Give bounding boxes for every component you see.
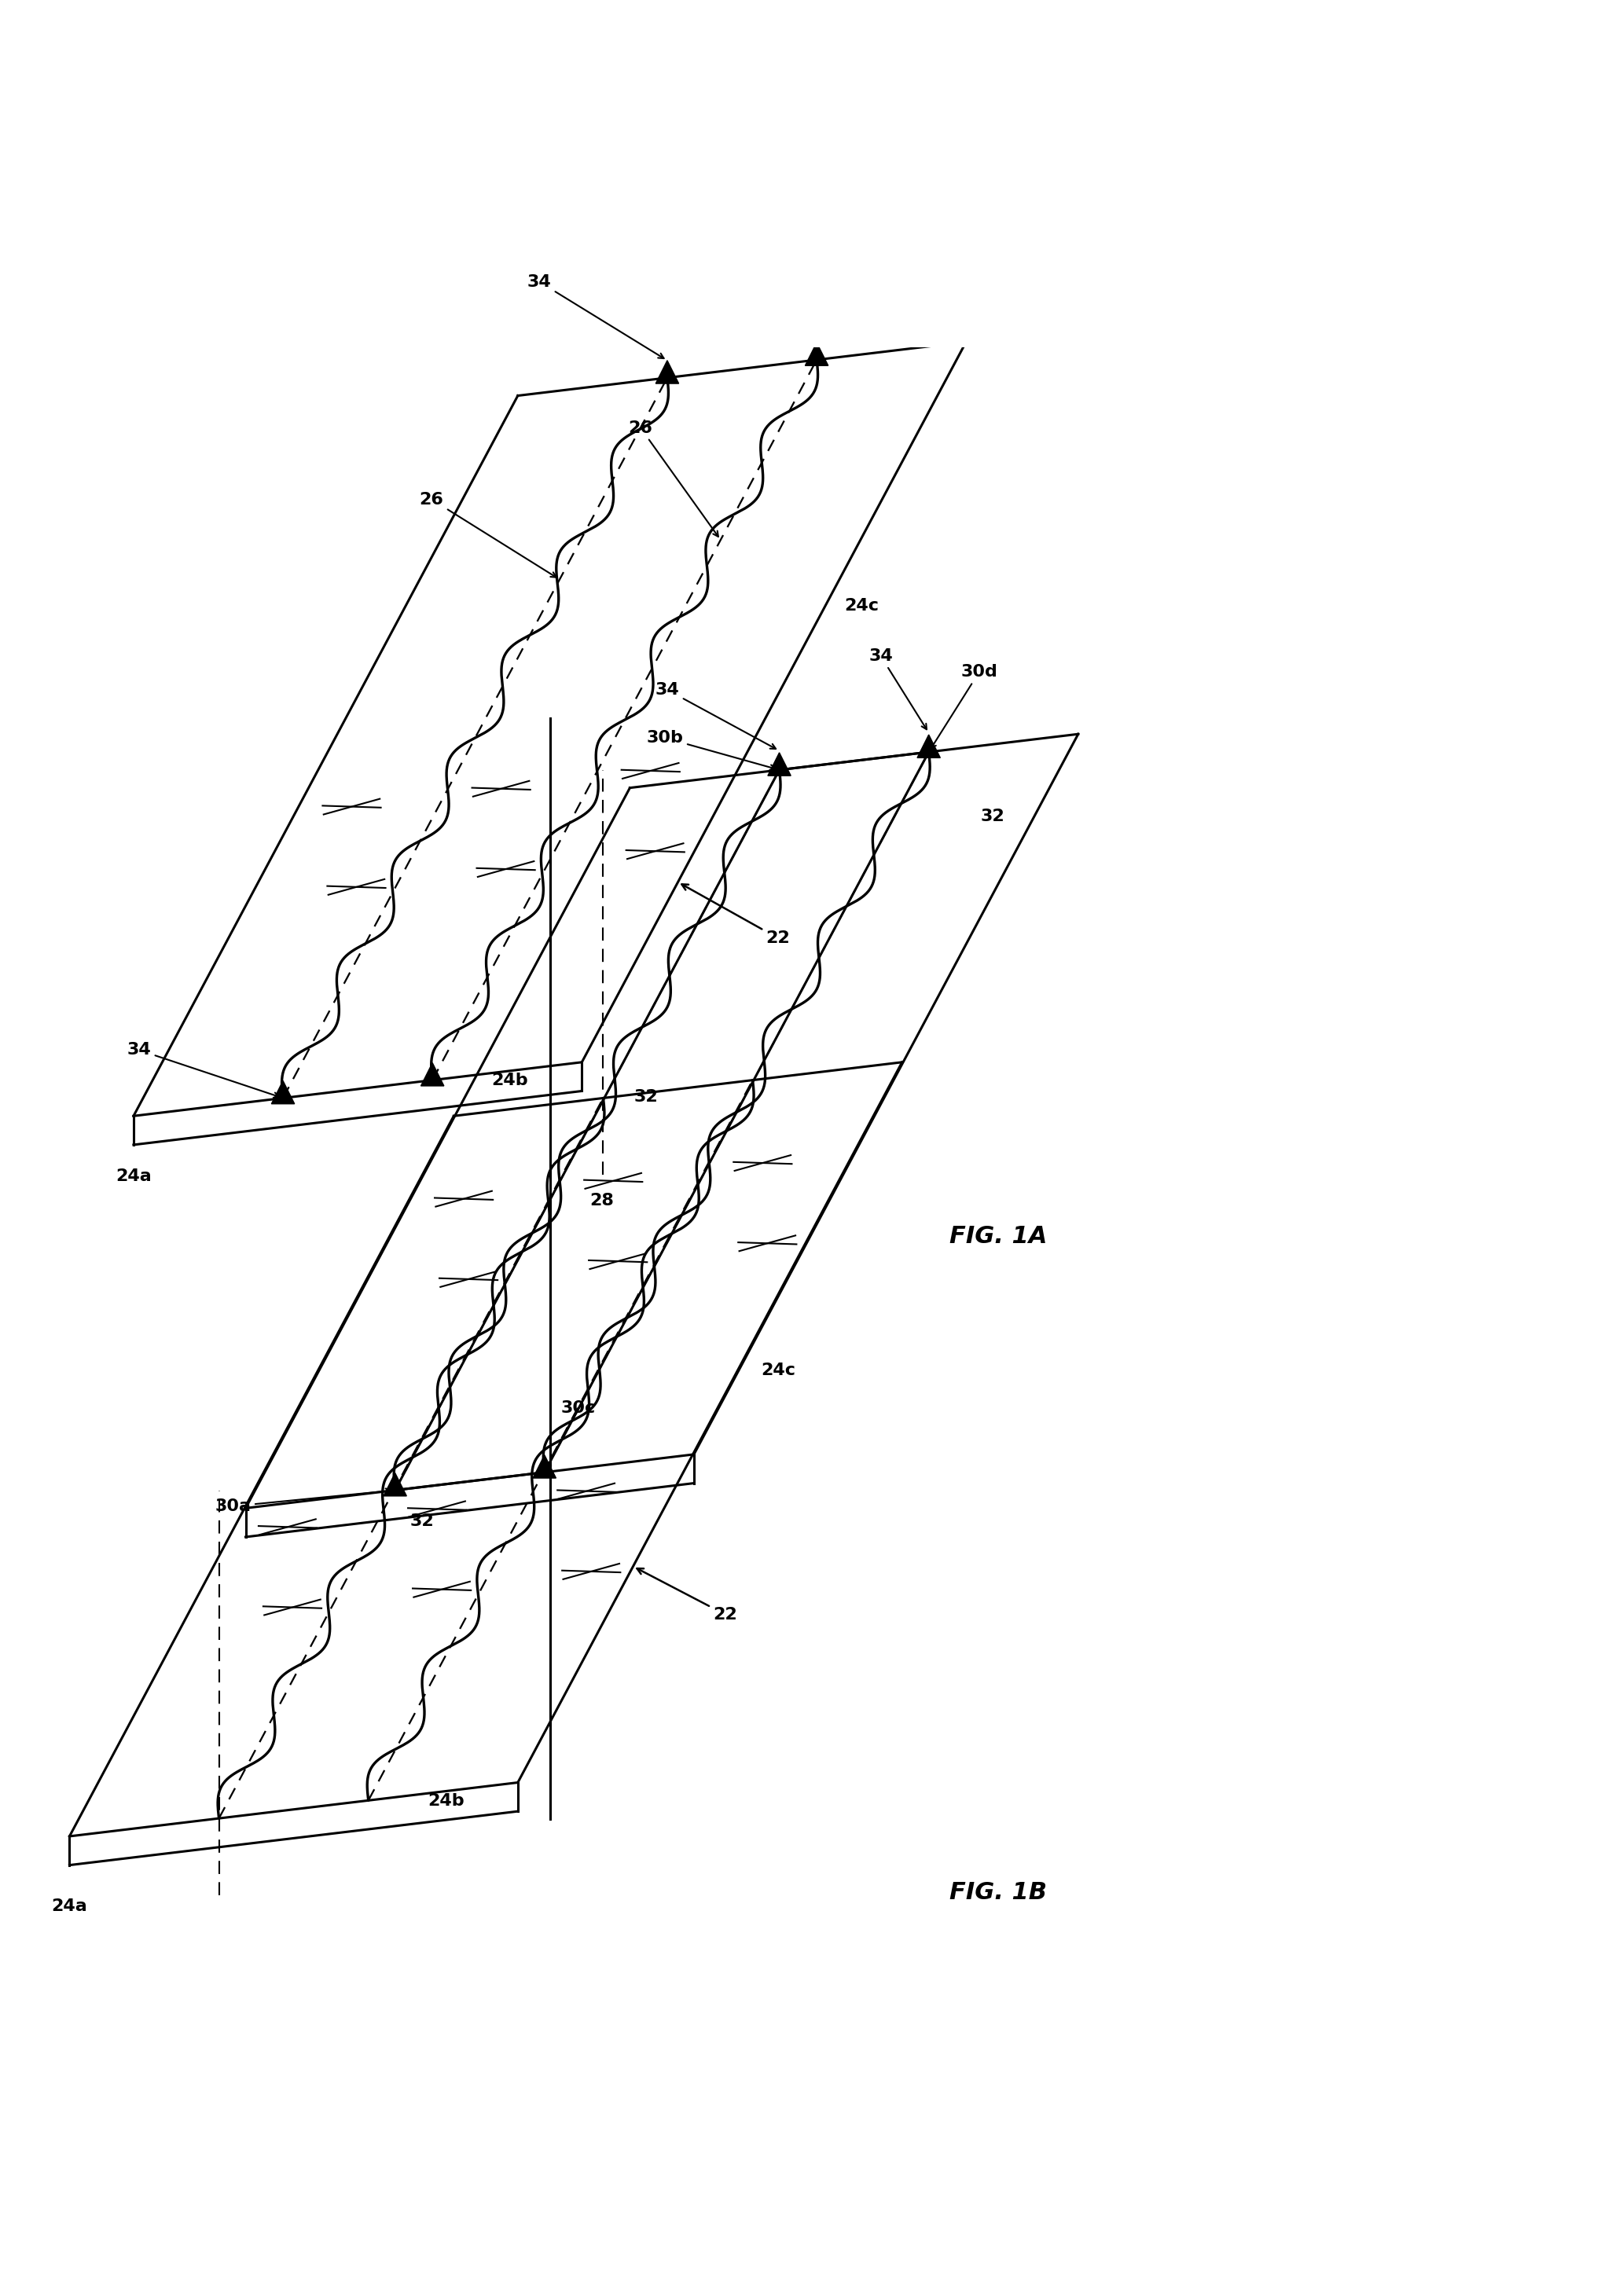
Text: 30a: 30a — [214, 1488, 392, 1513]
Polygon shape — [219, 1079, 753, 1818]
Text: 34: 34 — [654, 682, 775, 748]
Text: 24b: 24b — [427, 1793, 464, 1809]
Text: 32: 32 — [980, 808, 1004, 824]
Text: 22: 22 — [637, 1568, 737, 1623]
Polygon shape — [134, 1063, 582, 1146]
Text: 30b: 30b — [646, 730, 775, 769]
Polygon shape — [369, 1063, 903, 1800]
Polygon shape — [134, 379, 667, 1116]
Text: 26: 26 — [629, 420, 719, 537]
Text: 24a: 24a — [116, 1169, 152, 1185]
Polygon shape — [421, 1063, 443, 1086]
Text: 24a: 24a — [52, 1899, 87, 1915]
Polygon shape — [245, 769, 779, 1508]
Text: 34: 34 — [527, 273, 664, 358]
Text: 32: 32 — [634, 1088, 658, 1104]
Text: 34: 34 — [869, 647, 927, 730]
Polygon shape — [804, 342, 829, 365]
Polygon shape — [245, 1453, 693, 1536]
Polygon shape — [656, 360, 679, 383]
Text: 32: 32 — [409, 1513, 434, 1529]
Text: 24c: 24c — [845, 599, 879, 613]
Polygon shape — [69, 1782, 517, 1864]
Text: 26: 26 — [419, 491, 556, 576]
Polygon shape — [545, 735, 1078, 1472]
Text: 22: 22 — [682, 884, 790, 946]
Polygon shape — [395, 753, 929, 1490]
Polygon shape — [917, 735, 940, 758]
Polygon shape — [432, 342, 966, 1079]
Text: 28: 28 — [590, 1194, 614, 1208]
Text: 24c: 24c — [761, 1362, 796, 1378]
Text: 24b: 24b — [492, 1072, 529, 1088]
Polygon shape — [69, 1097, 603, 1837]
Polygon shape — [271, 1081, 295, 1104]
Text: FIG. 1B: FIG. 1B — [949, 1880, 1046, 1903]
Polygon shape — [534, 1456, 556, 1479]
Text: 30c: 30c — [546, 1401, 595, 1469]
Text: FIG. 1A: FIG. 1A — [949, 1224, 1048, 1247]
Polygon shape — [384, 1474, 406, 1497]
Polygon shape — [767, 753, 791, 776]
Text: 34: 34 — [127, 1042, 279, 1097]
Text: 30d: 30d — [930, 664, 998, 748]
Polygon shape — [284, 360, 817, 1097]
